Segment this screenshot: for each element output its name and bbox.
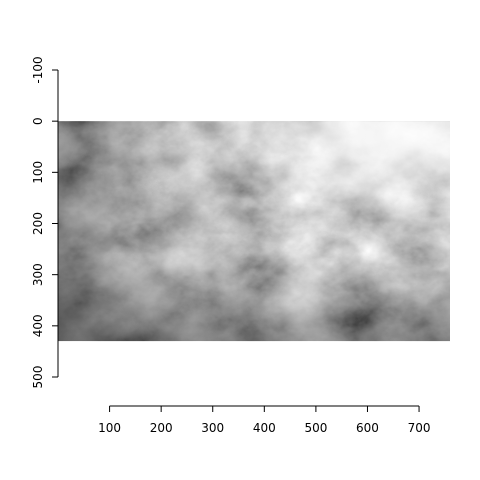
- x-tick-label: 700: [408, 421, 431, 435]
- x-axis: 100 200 300 400 500 600 700: [98, 405, 431, 435]
- y-tick-label: 0: [31, 117, 45, 125]
- y-tick-label: 400: [31, 314, 45, 337]
- x-tick-label: 100: [98, 421, 121, 435]
- y-tick-label: 100: [31, 161, 45, 184]
- y-axis: -100 0 100 200 300 400 500: [31, 56, 59, 389]
- y-tick-label: -100: [31, 56, 45, 83]
- x-tick-label: 200: [150, 421, 173, 435]
- x-tick-label: 400: [253, 421, 276, 435]
- y-tick-label: 300: [31, 263, 45, 286]
- grayscale-raster-image: [58, 121, 450, 342]
- y-tick-label: 500: [31, 366, 45, 389]
- x-tick-label: 600: [356, 421, 379, 435]
- x-tick-label: 500: [304, 421, 327, 435]
- x-tick-label: 300: [201, 421, 224, 435]
- y-tick-label: 200: [31, 212, 45, 235]
